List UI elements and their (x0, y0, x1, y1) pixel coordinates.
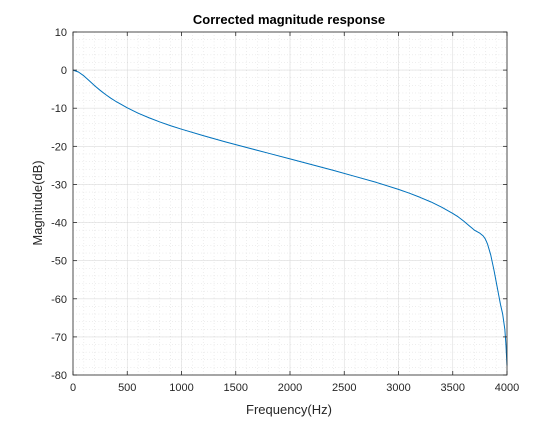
y-tick-label: -30 (51, 179, 67, 191)
x-tick-label: 1500 (224, 382, 248, 394)
x-tick-label: 3000 (386, 382, 410, 394)
y-tick-label: -20 (51, 141, 67, 153)
x-tick-label: 1000 (169, 382, 193, 394)
y-tick-label: -50 (51, 256, 67, 268)
y-tick-label: -40 (51, 218, 67, 230)
series-line-1 (72, 69, 508, 366)
y-axis-label: Magnitude(dB) (30, 160, 45, 245)
y-axis: 10 0 -10 -20 -30 -40 -50 -60 -70 -80 (51, 27, 507, 382)
x-tick-label: 3500 (441, 382, 465, 394)
y-tick-label: -10 (51, 103, 67, 115)
chart-title: Corrected magnitude response (193, 12, 385, 27)
x-tick-label: 2000 (278, 382, 302, 394)
x-axis-label: Frequency(Hz) (246, 402, 332, 417)
x-tick-label: 500 (118, 382, 136, 394)
x-tick-label: 0 (70, 382, 76, 394)
y-tick-label: -80 (51, 370, 67, 382)
x-tick-label: 2500 (332, 382, 356, 394)
series-layer (72, 69, 508, 366)
x-axis: 0 500 1000 1500 2000 2500 3000 3500 4000 (70, 32, 519, 394)
y-tick-label: -70 (51, 332, 67, 344)
y-tick-label: 10 (55, 27, 67, 39)
y-tick-label: 0 (61, 65, 67, 77)
x-tick-label: 4000 (495, 382, 519, 394)
y-tick-label: -60 (51, 294, 67, 306)
